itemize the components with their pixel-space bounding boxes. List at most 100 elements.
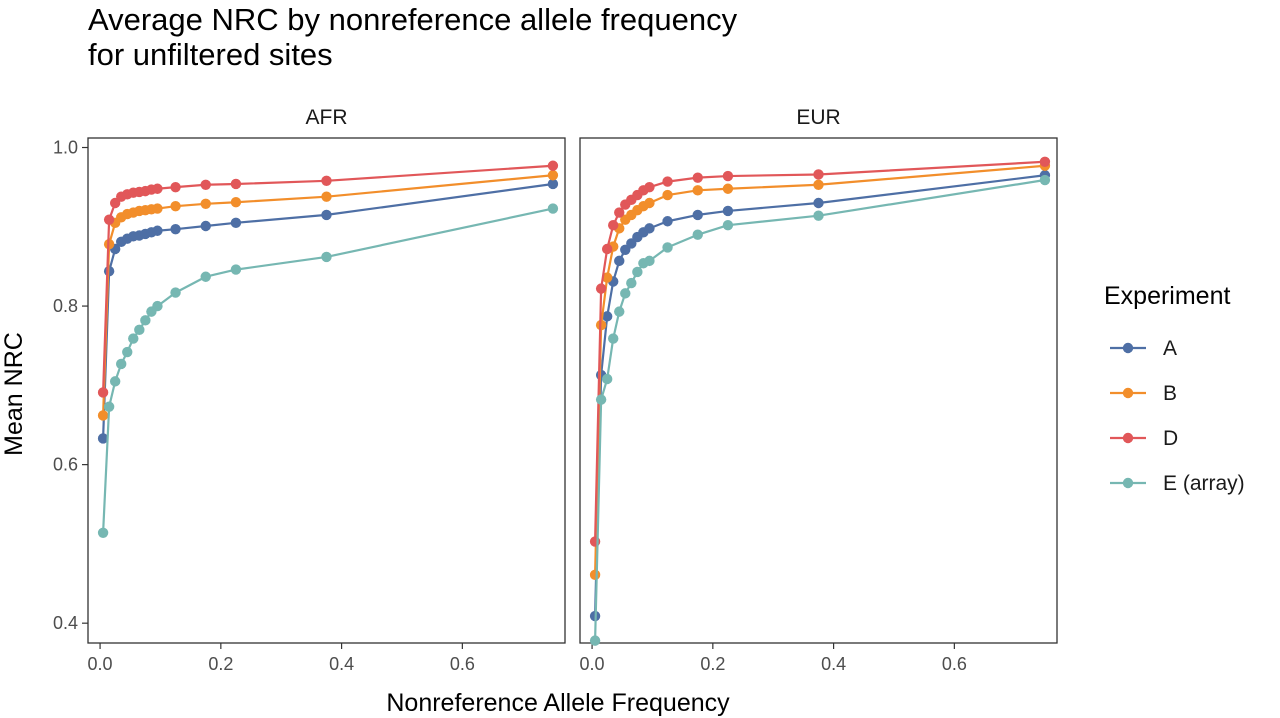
data-point-afr-b-14 (547, 170, 559, 181)
data-point-eur-d-1 (595, 283, 607, 294)
series-afr-e-array (97, 203, 559, 538)
data-point-eur-a-4 (614, 255, 625, 267)
data-point-eur-e-array-7 (632, 266, 643, 278)
data-point-afr-e-array-1 (103, 401, 115, 412)
data-point-eur-d-11 (692, 172, 703, 183)
data-point-afr-d-0 (97, 387, 109, 398)
data-point-eur-b-13 (813, 179, 824, 190)
series-afr-b (97, 170, 559, 421)
data-point-eur-d-10 (662, 176, 673, 187)
data-point-afr-d-12 (230, 178, 242, 190)
data-point-eur-e-array-4 (614, 306, 625, 317)
data-point-afr-e-array-0 (97, 527, 109, 538)
x-tick-label-eur-0: 0.0 (580, 654, 605, 674)
data-point-eur-e-array-3 (608, 333, 619, 344)
series-afr-d (97, 160, 559, 398)
legend: Experiment ABD E (array) (1104, 282, 1245, 495)
data-point-afr-e-array-4 (122, 346, 133, 358)
data-point-afr-a-10 (170, 223, 181, 235)
data-point-afr-b-11 (200, 198, 211, 209)
data-point-eur-b-0 (589, 569, 601, 581)
data-point-eur-d-2 (601, 243, 613, 255)
legend-label-e-array: E (array) (1163, 472, 1245, 495)
data-point-eur-d-14 (1039, 156, 1051, 167)
data-point-eur-e-array-0 (589, 635, 601, 646)
legend-key-point-d (1122, 432, 1134, 444)
data-point-eur-a-11 (692, 209, 703, 221)
x-tick-label-afr-0: 0.0 (88, 654, 113, 674)
data-point-afr-d-14 (547, 160, 559, 171)
x-tick-label-eur-2: 0.4 (821, 654, 846, 674)
data-point-eur-e-array-10 (662, 242, 673, 253)
panel-strip-label-afr: AFR (306, 106, 348, 129)
data-point-eur-d-3 (608, 220, 619, 231)
data-point-afr-b-0 (97, 410, 109, 421)
data-point-afr-d-1 (103, 214, 115, 225)
data-point-eur-e-array-6 (626, 277, 637, 289)
data-point-eur-e-array-1 (595, 394, 607, 405)
legend-key-point-e-array (1122, 477, 1134, 489)
data-point-eur-d-4 (614, 207, 625, 218)
x-tick-label-afr-2: 0.4 (329, 654, 354, 674)
data-point-eur-b-2 (601, 272, 613, 283)
legend-label-b: B (1163, 382, 1177, 405)
data-point-eur-a-2 (601, 311, 613, 322)
series-eur-b (589, 160, 1051, 581)
data-point-eur-d-12 (722, 170, 734, 182)
panel-eur: EUR 0.0 0.2 0.4 0.6 (579, 106, 1058, 674)
data-point-eur-b-9 (644, 197, 655, 209)
y-axis-title: Mean NRC (0, 332, 28, 456)
data-point-afr-b-12 (230, 197, 242, 208)
series-afr-a (97, 178, 559, 444)
data-point-eur-a-9 (644, 223, 655, 234)
chart-title-line-2: for unfiltered sites (88, 37, 333, 72)
legend-entry-a: A (1110, 337, 1177, 360)
legend-entry-b: B (1110, 382, 1177, 405)
data-point-afr-e-array-14 (547, 203, 559, 214)
data-point-afr-b-10 (170, 200, 181, 212)
data-point-afr-d-13 (321, 175, 332, 187)
data-point-afr-a-0 (97, 433, 109, 444)
series-eur-d (589, 156, 1051, 547)
data-point-eur-e-array-9 (644, 255, 655, 267)
data-point-eur-e-array-14 (1039, 174, 1051, 186)
data-point-afr-d-9 (152, 183, 163, 194)
series-eur-e-array (589, 174, 1051, 646)
data-point-eur-b-12 (722, 183, 734, 194)
data-point-eur-e-array-5 (620, 288, 631, 299)
legend-title: Experiment (1104, 282, 1230, 310)
data-point-afr-e-array-2 (109, 376, 121, 387)
data-point-eur-e-array-12 (722, 220, 734, 231)
data-point-afr-e-array-3 (116, 358, 127, 370)
legend-entry-d: D (1110, 427, 1178, 450)
data-point-afr-e-array-13 (321, 251, 332, 263)
panels-layer: AFR 0.0 0.2 0.4 0.6 0.4 0.6 0.8 1.0 EUR 0.0 0.2 0.4 0… (53, 106, 1058, 674)
data-point-eur-b-10 (662, 189, 673, 201)
data-point-afr-e-array-9 (152, 300, 163, 312)
data-point-afr-a-11 (200, 220, 211, 232)
y-tick-label-0: 0.4 (53, 613, 78, 633)
data-point-afr-b-13 (321, 191, 332, 202)
data-point-eur-e-array-13 (813, 210, 824, 221)
data-point-afr-d-10 (170, 181, 181, 193)
data-point-eur-a-10 (662, 216, 673, 227)
data-point-afr-a-12 (230, 217, 242, 229)
data-point-afr-e-array-6 (134, 324, 145, 336)
legend-label-a: A (1163, 337, 1177, 360)
x-tick-label-afr-1: 0.2 (208, 654, 233, 674)
legend-key-point-b (1122, 387, 1134, 399)
data-point-afr-e-array-5 (128, 333, 139, 344)
data-point-afr-e-array-7 (140, 315, 151, 326)
x-axis-title: Nonreference Allele Frequency (386, 689, 730, 717)
legend-label-d: D (1163, 427, 1178, 450)
data-point-eur-d-13 (813, 169, 824, 180)
chart-title-line-1: Average NRC by nonreference allele frequ… (88, 2, 738, 37)
y-tick-label-1: 0.6 (53, 455, 78, 475)
series-eur-a (589, 170, 1051, 622)
data-point-eur-a-13 (813, 197, 824, 209)
chart-title: Average NRC by nonreference allele frequ… (88, 2, 988, 72)
legend-key-point-a (1122, 342, 1134, 354)
data-point-eur-e-array-2 (601, 373, 613, 385)
data-point-afr-a-13 (321, 209, 332, 221)
